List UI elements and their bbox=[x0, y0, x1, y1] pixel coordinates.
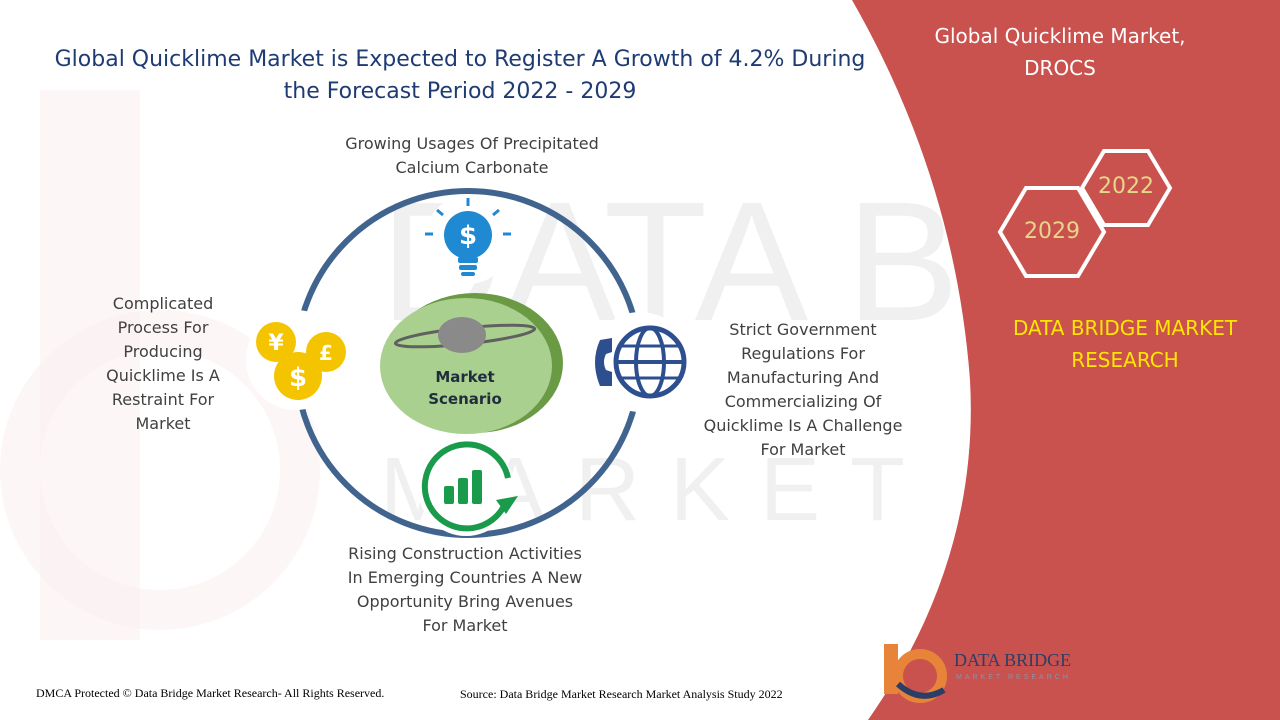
label-line: Opportunity Bring Avenues bbox=[356, 592, 574, 611]
source-text: Source: Data Bridge Market Research Mark… bbox=[460, 687, 783, 701]
panel-title: Global Quicklime Market, DROCS bbox=[900, 20, 1220, 84]
opportunity-label-bottom: Rising Construction Activities In Emergi… bbox=[320, 542, 610, 638]
page-title: Global Quicklime Market is Expected to R… bbox=[40, 44, 880, 108]
hexagon-2029 bbox=[997, 186, 1107, 278]
driver-label-top: Growing Usages Of Precipitated Calcium C… bbox=[322, 132, 622, 180]
svg-text:¥: ¥ bbox=[268, 331, 284, 356]
label-line: Process For bbox=[117, 318, 209, 337]
copyright-text: DMCA Protected © Data Bridge Market Rese… bbox=[36, 686, 385, 700]
panel-title-line: DROCS bbox=[1024, 56, 1096, 80]
label-line: For Market bbox=[760, 440, 846, 459]
lightbulb-dollar-icon: $ bbox=[424, 196, 512, 284]
right-panel bbox=[852, 0, 1280, 720]
brand-text: DATA BRIDGE MARKET RESEARCH bbox=[980, 312, 1270, 376]
restraint-label-left: Complicated Process For Producing Quickl… bbox=[88, 292, 238, 436]
svg-text:$: $ bbox=[289, 363, 307, 393]
logo-tagline: MARKET RESEARCH bbox=[956, 674, 1071, 681]
title-line-2: the Forecast Period 2022 - 2029 bbox=[283, 79, 637, 104]
hexagon-2022 bbox=[1079, 149, 1173, 227]
challenge-label-right: Strict Government Regulations For Manufa… bbox=[688, 318, 918, 462]
label-line: Strict Government bbox=[729, 320, 877, 339]
label-line: In Emerging Countries A New bbox=[347, 568, 583, 587]
center-planet bbox=[380, 293, 563, 434]
label-line: Market bbox=[135, 414, 191, 433]
panel-title-line: Global Quicklime Market, bbox=[934, 24, 1186, 48]
label-line: Growing Usages Of Precipitated bbox=[345, 134, 599, 153]
label-line: Commercializing Of bbox=[724, 392, 882, 411]
label-line: Restraint For bbox=[111, 390, 215, 409]
label-line: For Market bbox=[422, 616, 508, 635]
label-line: Calcium Carbonate bbox=[395, 158, 549, 177]
logo-mark bbox=[884, 644, 947, 703]
brand-line: RESEARCH bbox=[1071, 348, 1179, 372]
label-line: Manufacturing And bbox=[726, 368, 880, 387]
brand-line: DATA BRIDGE MARKET bbox=[1012, 316, 1238, 340]
year-2029: 2029 bbox=[1024, 219, 1080, 244]
growth-chart-icon bbox=[418, 440, 518, 536]
year-2022: 2022 bbox=[1098, 174, 1154, 199]
title-line-1: Global Quicklime Market is Expected to R… bbox=[54, 47, 866, 72]
center-line: Scenario bbox=[428, 390, 502, 408]
logo-name: DATA BRIDGE bbox=[954, 650, 1072, 670]
label-line: Rising Construction Activities bbox=[348, 544, 582, 563]
center-label: Market Scenario bbox=[410, 366, 520, 410]
svg-text:$: $ bbox=[459, 221, 477, 251]
label-line: Complicated bbox=[112, 294, 214, 313]
label-line: Regulations For bbox=[741, 344, 865, 363]
label-line: Quicklime Is A bbox=[106, 366, 220, 385]
phone-globe-icon bbox=[590, 312, 690, 412]
label-line: Quicklime Is A Challenge bbox=[703, 416, 903, 435]
label-line: Producing bbox=[123, 342, 203, 361]
center-line: Market bbox=[435, 368, 495, 386]
currency-coins-icon: ¥ £ $ bbox=[246, 310, 346, 410]
svg-text:£: £ bbox=[319, 341, 333, 365]
